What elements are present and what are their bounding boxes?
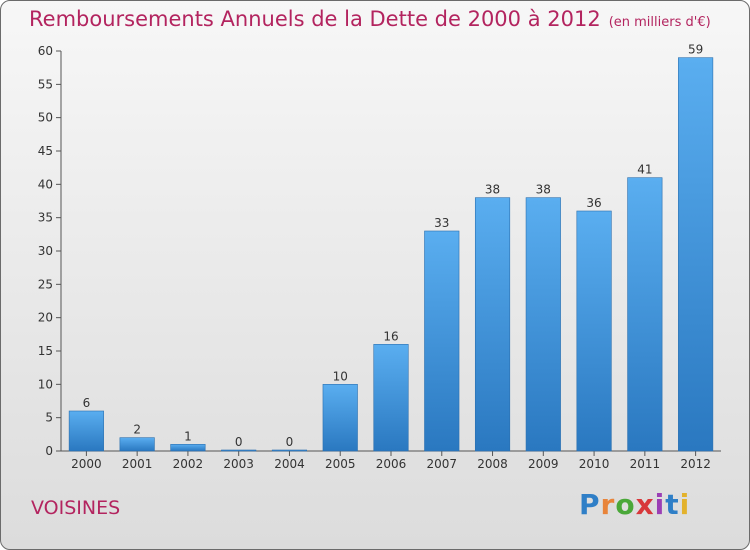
y-tick-label: 60 [38,44,53,58]
bar [68,410,104,452]
bar-value-label: 6 [83,396,91,410]
bar [474,197,511,452]
x-tick-label: 2002 [173,457,204,471]
bar [221,449,257,452]
bar-value-label: 41 [637,163,652,177]
bar-value-label: 36 [586,196,601,210]
y-tick-label: 40 [38,177,53,191]
x-tick-label: 2001 [122,457,153,471]
bar [525,197,561,452]
y-tick-label: 50 [38,111,53,125]
x-tick-label: 2008 [477,457,508,471]
y-tick-label: 15 [38,344,53,358]
bar [322,384,358,452]
x-tick-label: 2009 [528,457,559,471]
y-tick-label: 55 [38,77,53,91]
bar-value-label: 33 [434,216,449,230]
y-tick-label: 35 [38,211,53,225]
proxiti-logo: Proxiti [579,488,691,521]
x-tick-label: 2007 [426,457,457,471]
bar [373,344,409,452]
x-tick-label: 2005 [325,457,356,471]
bar [627,177,663,452]
x-tick-label: 2012 [680,457,711,471]
bar [424,230,460,452]
x-tick-label: 2010 [579,457,610,471]
unit-label: (en milliers d'€) [608,15,711,30]
bar-value-label: 0 [286,435,294,449]
bar-value-label: 38 [485,183,500,197]
bar-value-label: 10 [333,369,348,383]
y-tick-label: 5 [45,411,53,425]
commune-name: VOISINES [31,497,121,519]
x-tick-label: 2003 [223,457,254,471]
title-text: Remboursements Annuels de la Dette de 20… [29,7,601,31]
x-tick-label: 2006 [376,457,407,471]
bar-value-label: 38 [536,183,551,197]
y-tick-label: 20 [38,311,53,325]
x-tick-label: 2000 [71,457,102,471]
x-tick-label: 2004 [274,457,305,471]
y-tick-label: 30 [38,244,53,258]
bar-value-label: 16 [383,329,398,343]
bar-value-label: 2 [133,423,141,437]
bar [119,437,155,452]
bar-value-label: 1 [184,429,192,443]
bar [576,210,612,452]
y-tick-label: 25 [38,277,53,291]
bar-value-label: 0 [235,435,243,449]
bar [678,57,714,452]
x-tick-label: 2011 [630,457,661,471]
bar-value-label: 59 [688,43,703,57]
y-tick-label: 10 [38,377,53,391]
bar [170,444,206,452]
chart-title: Remboursements Annuels de la Dette de 20… [29,7,711,31]
y-tick-label: 0 [45,444,53,458]
bar [271,449,308,452]
y-tick-label: 45 [38,144,53,158]
